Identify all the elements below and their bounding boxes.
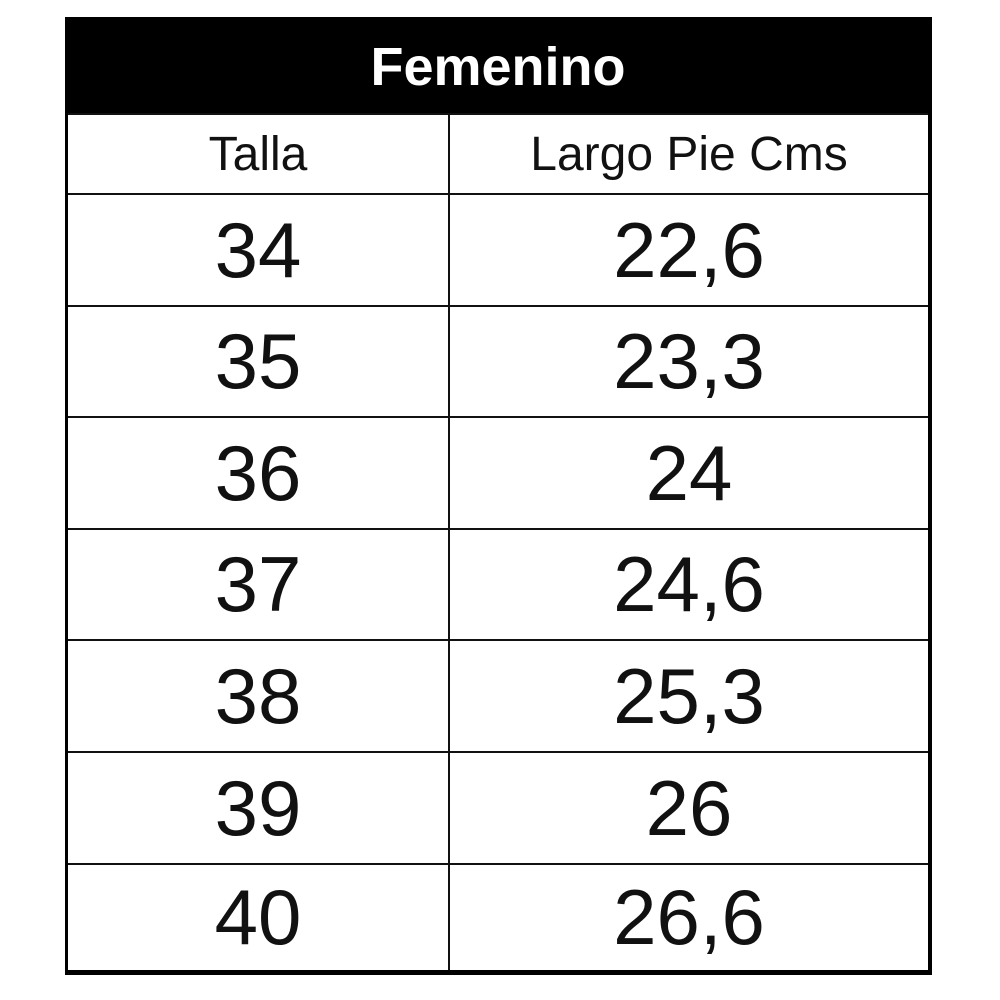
- talla-cell: 40: [68, 865, 450, 970]
- talla-cell: 38: [68, 641, 450, 751]
- table-row: 40 26,6: [68, 863, 928, 970]
- largo-cell: 25,3: [613, 651, 765, 740]
- talla-cell: 35: [68, 307, 450, 416]
- largo-cell: 22,6: [613, 205, 765, 294]
- size-table: Femenino Talla Largo Pie Cms 34 22,6 35 23,…: [65, 17, 932, 975]
- largo-cell: 24: [645, 428, 733, 517]
- table-title: Femenino: [68, 20, 928, 113]
- header-row: Talla Largo Pie Cms: [68, 113, 928, 193]
- largo-cell: 26,6: [613, 873, 765, 961]
- largo-cell: 26: [645, 763, 733, 852]
- table-row: 35 23,3: [68, 305, 928, 416]
- table-row: 36 24: [68, 416, 928, 528]
- column-header-talla: Talla: [68, 115, 450, 193]
- table-row: 39 26: [68, 751, 928, 863]
- table-row: 34 22,6: [68, 193, 928, 305]
- largo-cell: 24,6: [613, 540, 765, 628]
- talla-cell: 39: [68, 753, 450, 863]
- talla-cell: 36: [68, 418, 450, 528]
- table-row: 38 25,3: [68, 639, 928, 751]
- largo-cell: 23,3: [613, 317, 765, 405]
- table-row: 37 24,6: [68, 528, 928, 639]
- column-header-largo: Largo Pie Cms: [530, 127, 848, 181]
- talla-cell: 37: [68, 530, 450, 639]
- talla-cell: 34: [68, 195, 450, 305]
